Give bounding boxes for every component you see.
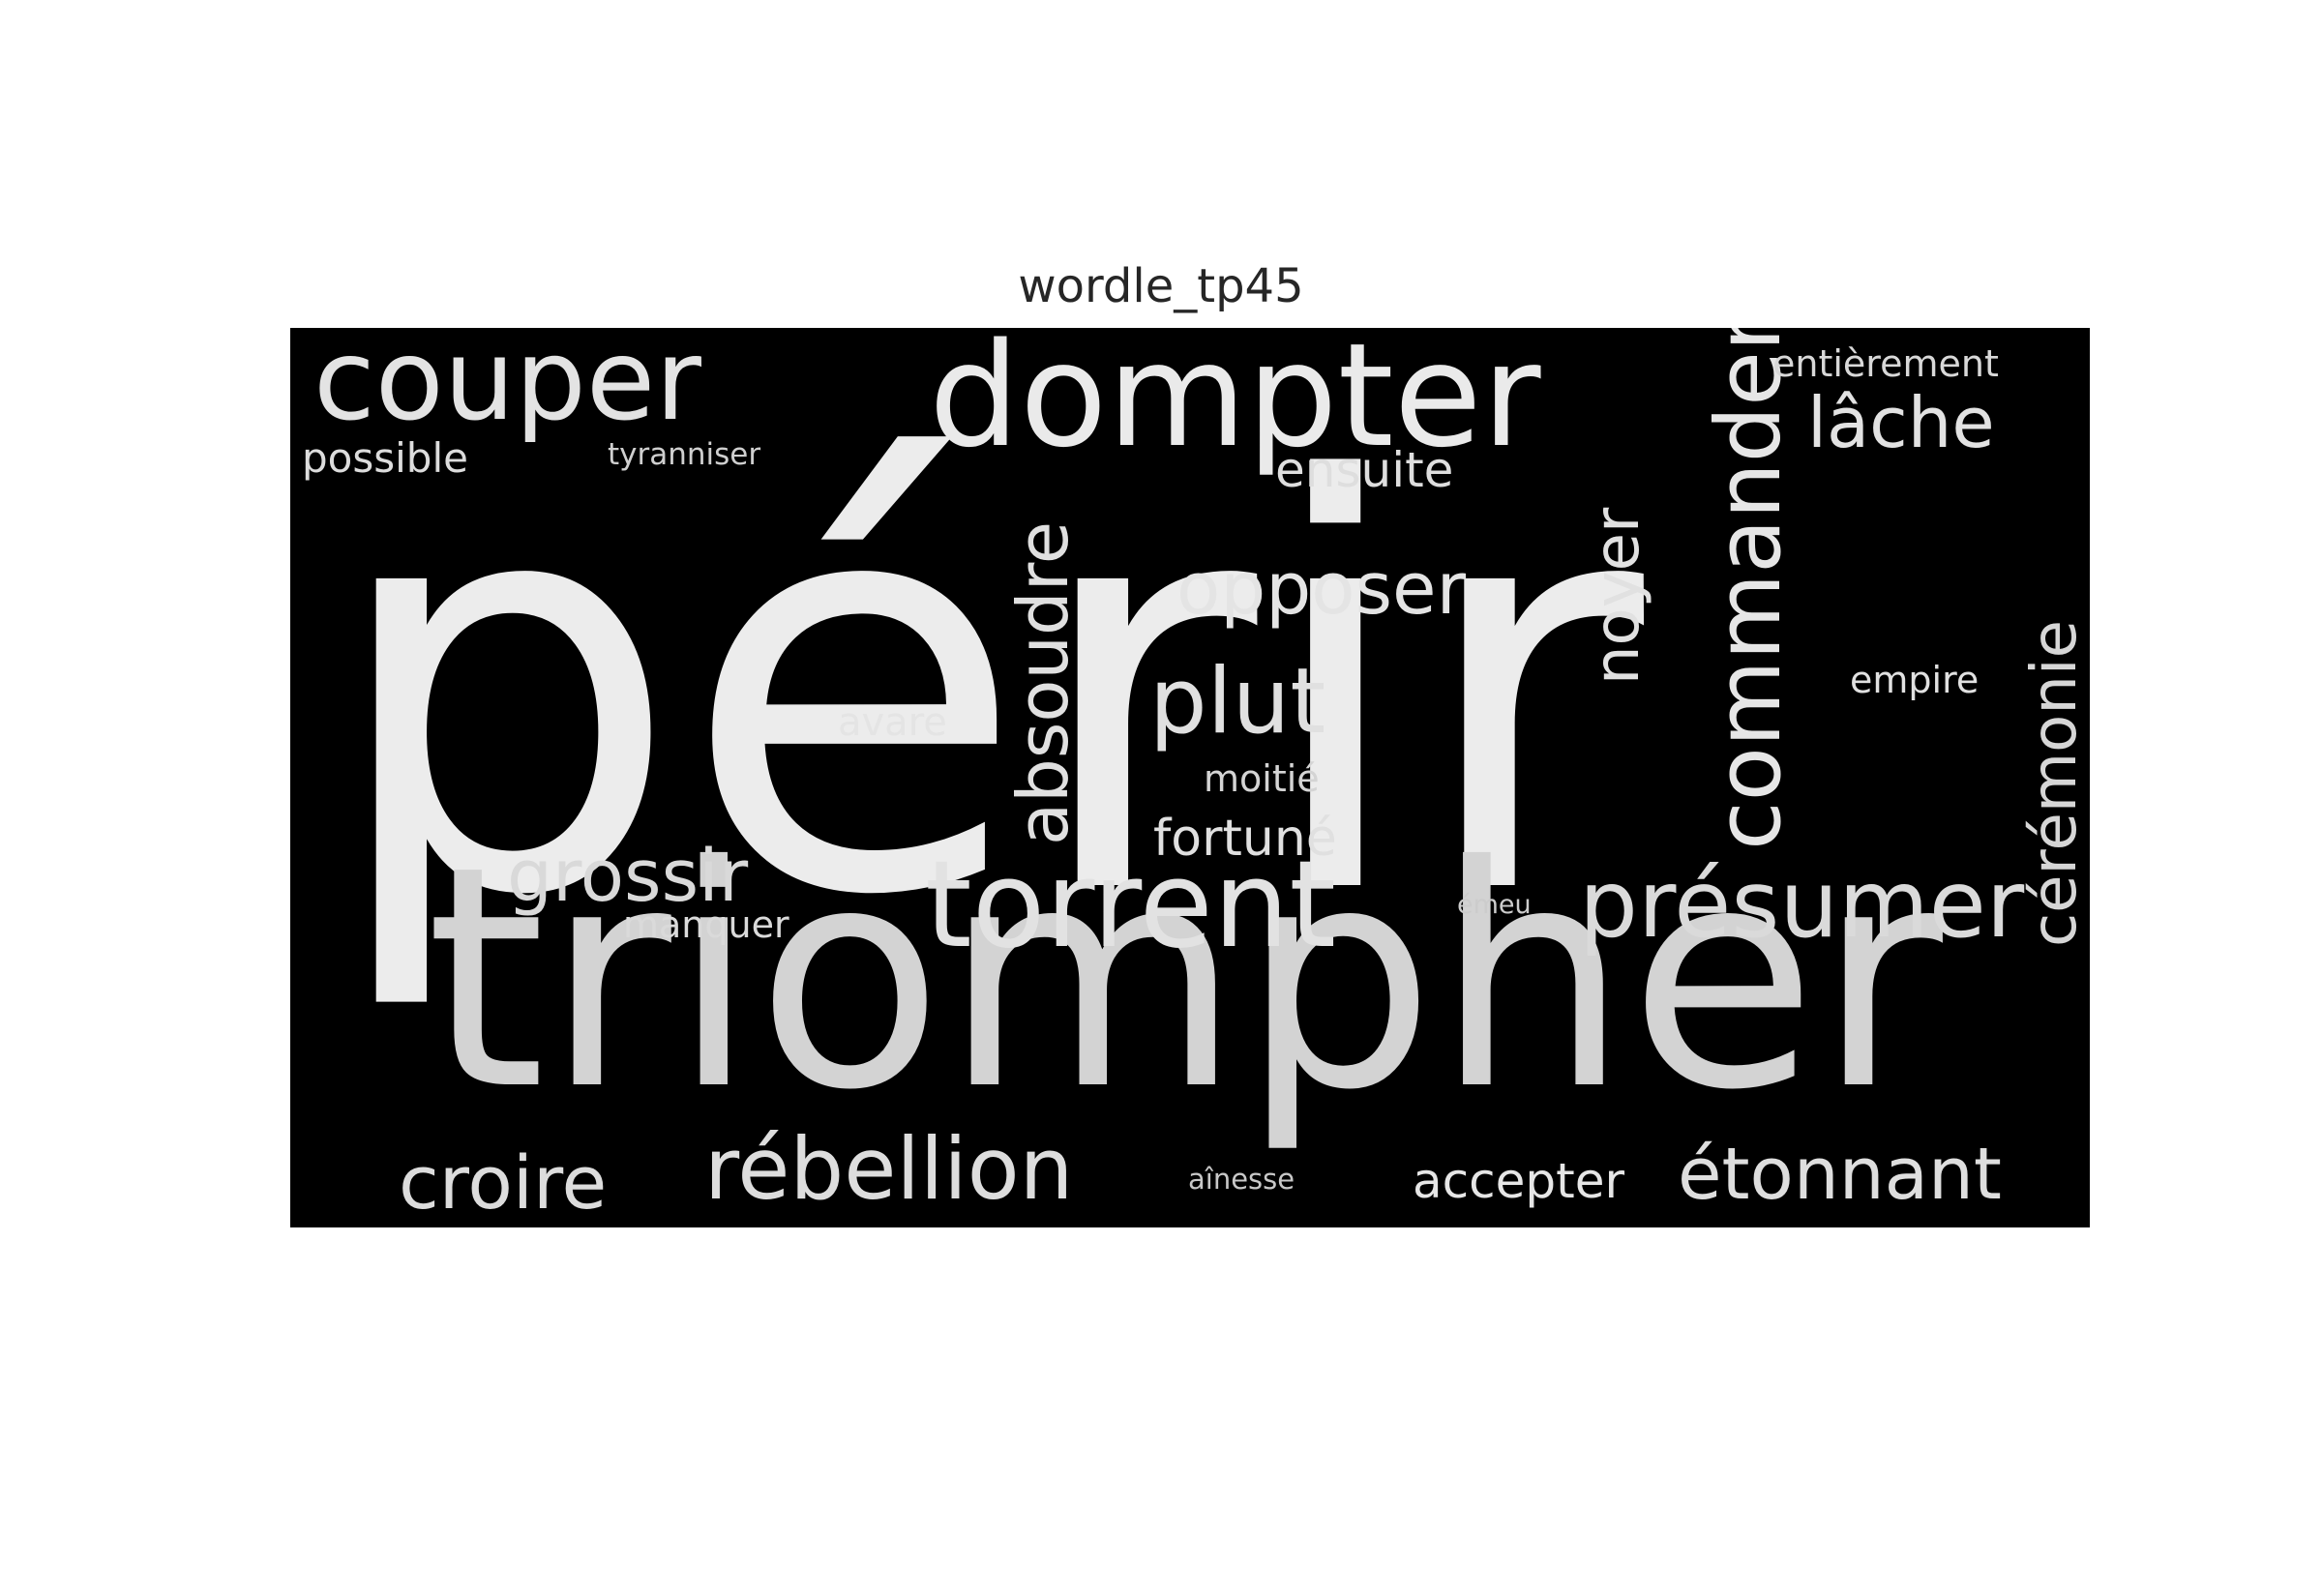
word-cloud: périr triompher dompter couper commander… bbox=[290, 328, 2090, 1227]
word-rebellion: rébellion bbox=[704, 1119, 1074, 1219]
word-possible: possible bbox=[302, 434, 468, 482]
word-ainesse: aînesse bbox=[1188, 1163, 1295, 1196]
word-opposer: opposer bbox=[1176, 547, 1466, 631]
word-croire: croire bbox=[399, 1139, 608, 1226]
word-moitie: moitié bbox=[1204, 757, 1320, 800]
word-lache: lâche bbox=[1807, 382, 1995, 463]
word-noyer: noyer bbox=[1582, 507, 1653, 685]
word-plut: plut bbox=[1149, 649, 1326, 754]
word-dompter: dompter bbox=[929, 328, 1541, 479]
word-manquer: manquer bbox=[623, 903, 789, 946]
word-entierement: entièrement bbox=[1772, 342, 1999, 385]
word-couper: couper bbox=[313, 328, 701, 446]
word-empire: empire bbox=[1850, 659, 1980, 701]
word-absoudre: absoudre bbox=[1002, 520, 1084, 845]
word-fortune: fortuné bbox=[1153, 810, 1337, 868]
word-perir: périr bbox=[325, 365, 1645, 1018]
word-accepter: accepter bbox=[1413, 1153, 1625, 1209]
word-ceremonie: cérémonie bbox=[2019, 619, 2090, 947]
word-presumer: présumer bbox=[1579, 850, 2025, 959]
figure-title: wordle_tp45 bbox=[1018, 259, 1304, 313]
word-ensuite: ensuite bbox=[1275, 442, 1454, 498]
word-commander: commander bbox=[1697, 328, 1801, 850]
word-torrent: torrent bbox=[925, 836, 1337, 975]
word-avare: avare bbox=[838, 700, 947, 745]
word-etonnant: étonnant bbox=[1678, 1133, 2002, 1216]
word-triompher: triompher bbox=[426, 801, 1943, 1157]
word-grossir: grossir bbox=[507, 835, 749, 918]
word-tyranniser: tyranniser bbox=[608, 437, 761, 472]
word-emeu: émeu bbox=[1457, 890, 1532, 920]
